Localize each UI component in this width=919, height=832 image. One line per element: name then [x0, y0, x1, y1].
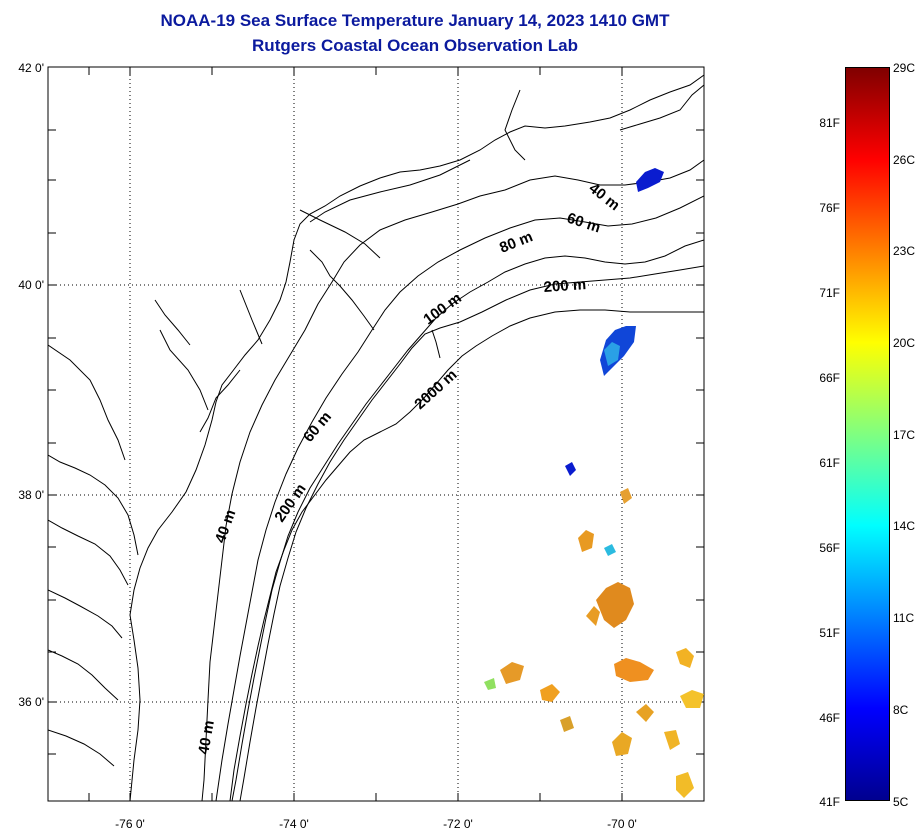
sst-patch — [612, 732, 632, 756]
lon-label: -70 0' — [607, 817, 637, 831]
isobath-label: 200 m — [543, 276, 587, 296]
tick-marks — [48, 67, 704, 801]
colorbar-f-label: 51F — [819, 626, 840, 640]
sst-patch — [680, 690, 704, 708]
sst-patch — [676, 772, 694, 798]
colorbar-f-label: 61F — [819, 456, 840, 470]
sst-patch — [596, 582, 634, 628]
temperature-colorbar — [845, 67, 890, 801]
lat-label: 36 0' — [18, 695, 44, 709]
lat-label: 42 0' — [18, 61, 44, 75]
lon-label: -72 0' — [443, 817, 473, 831]
sst-patch — [500, 662, 524, 684]
sst-patch — [604, 342, 620, 366]
sst-patches — [484, 168, 704, 798]
sst-patch — [636, 704, 654, 722]
colorbar-c-label: 20C — [893, 336, 916, 350]
colorbar-c-label: 8C — [893, 703, 909, 717]
map-subtitle: Rutgers Coastal Ocean Observation Lab — [252, 36, 578, 55]
sst-patch — [586, 606, 600, 626]
sst-patch — [484, 678, 496, 690]
isobath-label: 40 m — [195, 719, 218, 756]
colorbar-f-label: 76F — [819, 201, 840, 215]
colorbar-f-label: 71F — [819, 286, 840, 300]
sst-patch — [620, 488, 632, 504]
lon-label: -74 0' — [279, 817, 309, 831]
lon-label: -76 0' — [115, 817, 145, 831]
isobaths — [201, 159, 704, 801]
colorbar-c-label: 23C — [893, 244, 916, 258]
sst-patch — [540, 684, 560, 702]
coastline — [48, 74, 704, 801]
colorbar-c-label: 29C — [893, 61, 916, 75]
colorbar-c-label: 26C — [893, 153, 916, 167]
sst-patch — [614, 658, 654, 682]
colorbar-c-label: 5C — [893, 795, 909, 809]
colorbar-c-label: 11C — [893, 611, 915, 625]
sst-patch — [578, 530, 594, 552]
colorbar-f-label: 56F — [819, 541, 840, 555]
colorbar-c-label: 14C — [893, 519, 916, 533]
colorbar-f-label: 41F — [819, 795, 840, 809]
sst-patch — [565, 462, 576, 476]
colorbar-f-label: 66F — [819, 371, 840, 385]
graticule — [48, 67, 704, 801]
sst-patch — [604, 544, 616, 556]
sst-patch — [560, 716, 574, 732]
lat-label: 40 0' — [18, 278, 44, 292]
lat-label: 38 0' — [18, 488, 44, 502]
sst-patch — [676, 648, 694, 668]
sst-patch — [636, 168, 664, 192]
colorbar-f-label: 81F — [819, 116, 840, 130]
colorbar-f-label: 46F — [819, 711, 840, 725]
sst-patch — [664, 730, 680, 750]
colorbar-c-label: 17C — [893, 428, 916, 442]
map-title: NOAA-19 Sea Surface Temperature January … — [160, 11, 670, 30]
